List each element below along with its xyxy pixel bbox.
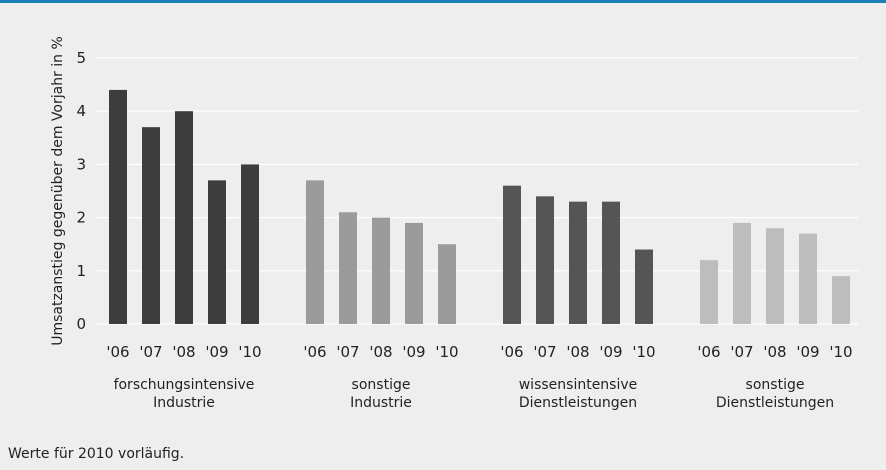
- bar: [832, 276, 850, 324]
- x-tick-label: '10: [829, 343, 852, 361]
- x-tick-label: '10: [435, 343, 458, 361]
- bar: [766, 228, 784, 324]
- y-tick-label: 2: [76, 209, 86, 227]
- bar: [306, 180, 324, 324]
- group-label: Dienstleistungen: [519, 395, 637, 411]
- bar: [635, 249, 653, 324]
- group-label: Industrie: [153, 395, 215, 411]
- bar: [142, 127, 160, 324]
- x-tick-label: '08: [566, 343, 589, 361]
- bar: [536, 196, 554, 324]
- x-tick-label: '10: [632, 343, 655, 361]
- footnote: Werte für 2010 vorläufig.: [8, 446, 185, 462]
- group-label: sonstige: [352, 377, 411, 393]
- x-tick-label: '06: [106, 343, 129, 361]
- group-label: sonstige: [746, 377, 805, 393]
- x-tick-label: '08: [369, 343, 392, 361]
- labels: 0 1 2 3 4 5 Umsatzanstieg gegenüber dem Vorjah…: [50, 36, 853, 411]
- group-label: Industrie: [350, 395, 412, 411]
- group-label: forschungsintensive: [114, 377, 255, 393]
- bar: [405, 222, 423, 324]
- bar: [438, 244, 456, 324]
- x-tick-label: '08: [172, 343, 195, 361]
- bar: [175, 111, 193, 324]
- bar: [109, 89, 127, 324]
- x-tick-label: '07: [336, 343, 359, 361]
- x-tick-label: '09: [599, 343, 622, 361]
- y-tick-label: 1: [76, 262, 86, 280]
- bar: [208, 180, 226, 324]
- x-tick-label: '06: [303, 343, 326, 361]
- bar: [569, 201, 587, 324]
- top-accent-rule: [0, 0, 886, 3]
- bar: [700, 260, 718, 324]
- x-tick-label: '07: [139, 343, 162, 361]
- y-tick-label: 5: [76, 49, 86, 67]
- bar-chart: 0 1 2 3 4 5 Umsatzanstieg gegenüber dem Vorjah…: [50, 36, 858, 411]
- x-tick-label: '06: [500, 343, 523, 361]
- group-label: wissensintensive: [519, 377, 638, 393]
- bar: [339, 212, 357, 324]
- x-tick-label: '08: [763, 343, 786, 361]
- y-tick-label: 4: [76, 102, 86, 120]
- bar: [733, 222, 751, 324]
- group-label: Dienstleistungen: [716, 395, 834, 411]
- x-tick-label: '07: [533, 343, 556, 361]
- y-tick-label: 3: [76, 155, 86, 173]
- bars: [109, 89, 850, 324]
- x-tick-label: '09: [205, 343, 228, 361]
- y-tick-label: 0: [76, 315, 86, 333]
- bar: [799, 233, 817, 324]
- bar: [602, 201, 620, 324]
- x-tick-label: '07: [730, 343, 753, 361]
- bar: [503, 185, 521, 324]
- bar: [372, 217, 390, 324]
- bar: [241, 164, 259, 324]
- x-tick-label: '09: [402, 343, 425, 361]
- x-tick-label: '09: [796, 343, 819, 361]
- x-tick-label: '10: [238, 343, 261, 361]
- y-axis-title: Umsatzanstieg gegenüber dem Vorjahr in %: [50, 36, 66, 346]
- x-tick-label: '06: [697, 343, 720, 361]
